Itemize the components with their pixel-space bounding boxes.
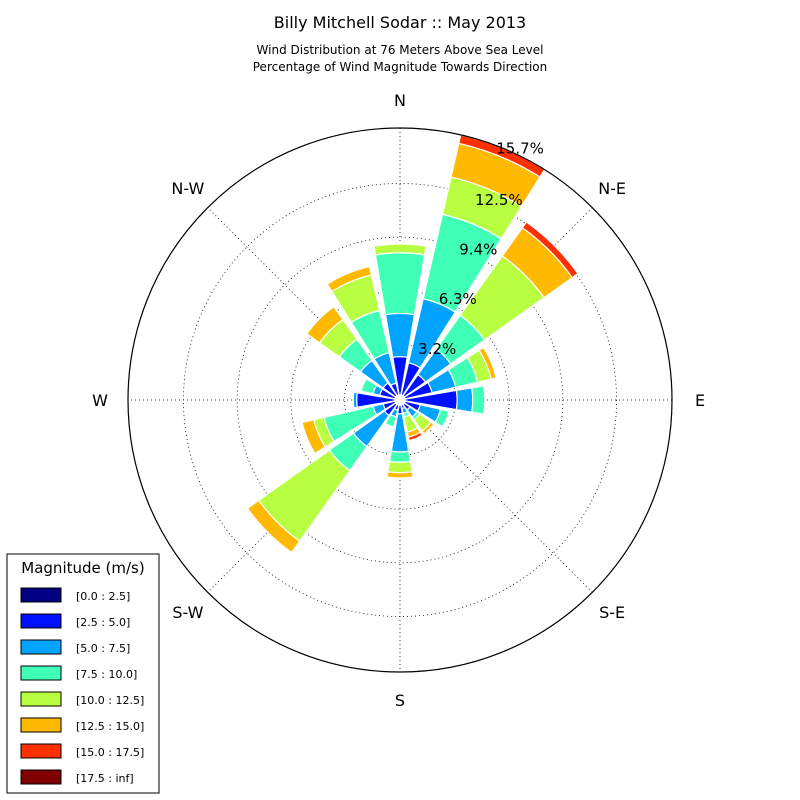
wind-bar-segment-n-bin3 [374,252,426,316]
direction-label-n: N [394,91,406,110]
legend-swatch-2 [20,639,62,655]
legend-label-5: [12.5 : 15.0] [76,720,144,733]
chart-title: Billy Mitchell Sodar :: May 2013 [274,13,526,32]
wind-bar-segment-s-bin5 [386,471,414,479]
chart-subtitle-line2: Percentage of Wind Magnitude Towards Dir… [253,60,547,74]
legend-swatch-6 [20,743,62,759]
direction-label-s: S [395,691,405,710]
ring-label: 12.5% [475,191,523,209]
wind-bar-segment-sw-bin5 [246,499,301,554]
direction-label-n-w: N-W [171,179,204,198]
ring-label: 9.4% [459,241,497,259]
chart-subtitle-line1: Wind Distribution at 76 Meters Above Sea… [257,43,544,57]
ring-labels: 3.2% 6.3% 9.4% 12.5% 15.7% [418,140,544,358]
legend-label-2: [5.0 : 7.5] [76,642,130,655]
legend-label-0: [0.0 : 2.5] [76,590,130,603]
legend-label-7: [17.5 : inf] [76,772,134,785]
direction-label-s-e: S-E [599,603,625,622]
legend-swatch-5 [20,717,62,733]
legend-title: Magnitude (m/s) [21,559,144,577]
wind-bar-segment-s-bin4 [387,460,413,474]
direction-label-w: W [92,391,108,410]
wind-bar-segment-wsw-bin5 [301,419,326,455]
direction-labels: N N-E E S-E S S-W W N-W [92,91,705,710]
wind-bar-segment-w-bin2 [352,391,358,409]
wind-bar-segment-ene-bin5 [478,346,497,380]
direction-label-e: E [695,391,705,410]
grid-ring [236,236,564,564]
legend-label-4: [10.0 : 12.5] [76,694,144,707]
legend-swatch-1 [20,613,62,629]
wind-bar-segment-nw-bin5 [305,305,344,344]
legend-swatch-0 [20,587,62,603]
wind-bar-segment-se-bin5 [421,421,435,435]
wind-bar-segment-n-bin4 [373,243,427,256]
legend: Magnitude (m/s) [0.0 : 2.5] [2.5 : 5.0] [5… [6,553,160,794]
legend-swatch-7 [20,769,62,785]
legend-label-3: [7.5 : 10.0] [76,668,137,681]
wind-bar-segment-nnw-bin5 [326,265,373,293]
polar-frame [127,127,673,673]
wind-bar-segment-wnw-bin3 [360,378,378,395]
legend-label-1: [2.5 : 5.0] [76,616,130,629]
ring-label: 6.3% [439,290,477,308]
wind-bars [246,134,579,554]
direction-label-n-e: N-E [598,179,626,198]
wind-bar-segment-s-bin3 [388,450,412,463]
legend-swatch-4 [20,691,62,707]
ring-label: 15.7% [496,140,544,158]
ring-label: 3.2% [418,340,456,358]
wind-bar-segment-n-bin2 [384,312,416,358]
direction-label-s-w: S-W [172,603,203,622]
legend-label-6: [15.0 : 17.5] [76,746,144,759]
grid-ring [183,183,617,617]
legend-swatch-3 [20,665,62,681]
wind-bar-segment-ssw-bin3 [384,413,397,428]
wind-bar-segment-e-bin3 [471,385,486,415]
wind-bar-segment-e-bin2 [455,387,474,413]
wind-bar-segment-ese-bin3 [434,408,450,428]
wind-bar-segment-sse-bin6 [407,431,423,442]
wind-bar-segment-ne-bin6 [521,221,579,279]
